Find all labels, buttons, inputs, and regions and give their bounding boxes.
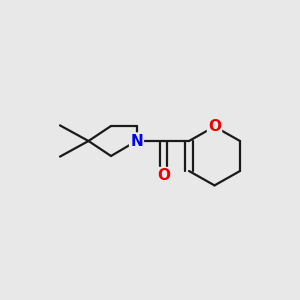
- Text: N: N: [130, 134, 143, 148]
- Text: O: O: [157, 168, 170, 183]
- Text: O: O: [208, 119, 221, 134]
